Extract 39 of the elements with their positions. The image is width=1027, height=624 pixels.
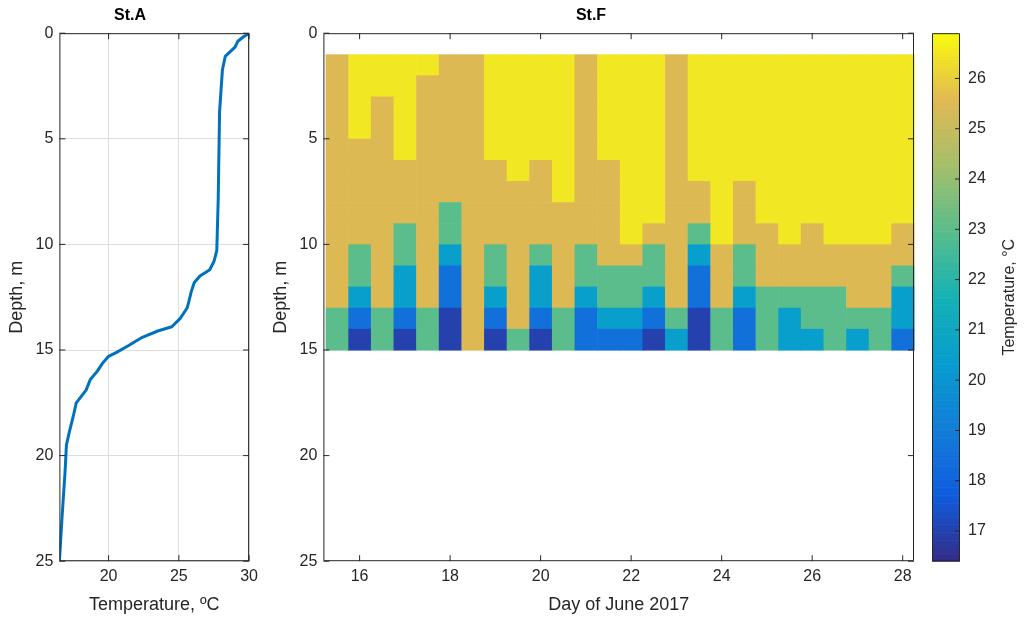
- x-tick-label: 22: [622, 567, 641, 585]
- x-tick-label: 16: [350, 567, 369, 585]
- x-axis-title: Day of June 2017: [548, 594, 690, 615]
- x-axis-title: Temperature, ºC: [88, 594, 220, 615]
- y-tick-label: 20: [299, 446, 318, 464]
- color-bar-label: 17: [968, 521, 986, 539]
- x-tick-label: 18: [441, 567, 460, 585]
- color-bar-label: 18: [968, 471, 986, 489]
- x-tick-label: 28: [893, 567, 912, 585]
- chart-title: St.F: [575, 6, 607, 24]
- x-tick-label: 30: [240, 567, 259, 585]
- y-tick-label: 20: [35, 446, 54, 464]
- color-bar-label: 19: [968, 420, 986, 438]
- x-tick-label: 20: [531, 567, 550, 585]
- y-tick-label: 25: [299, 551, 318, 569]
- y-tick-label: 10: [299, 234, 318, 252]
- y-tick-label: 0: [44, 23, 54, 41]
- y-tick-label: 5: [44, 129, 54, 147]
- y-tick-label: 15: [299, 340, 318, 358]
- color-bar-label: 22: [968, 270, 986, 288]
- x-tick-label: 26: [803, 567, 822, 585]
- y-axis-title: Depth, m: [269, 260, 290, 334]
- y-tick-label: 5: [308, 129, 318, 147]
- color-bar-label: 21: [968, 320, 986, 338]
- color-bar-title: Temperature, °C: [1000, 238, 1018, 356]
- color-bar-label: 25: [968, 119, 986, 137]
- y-tick-label: 15: [35, 340, 54, 358]
- y-tick-label: 25: [35, 551, 54, 569]
- y-tick-label: 10: [35, 234, 54, 252]
- x-tick-label: 25: [169, 567, 188, 585]
- x-tick-label: 20: [99, 567, 118, 585]
- y-axis-title: Depth, m: [5, 260, 26, 334]
- color-bar-label: 24: [968, 169, 986, 187]
- color-bar-label: 26: [968, 68, 986, 86]
- x-tick-label: 24: [712, 567, 731, 585]
- y-tick-label: 0: [308, 23, 318, 41]
- chart-title: St.A: [114, 6, 147, 24]
- color-bar-label: 23: [968, 219, 986, 237]
- color-bar-label: 20: [968, 370, 986, 388]
